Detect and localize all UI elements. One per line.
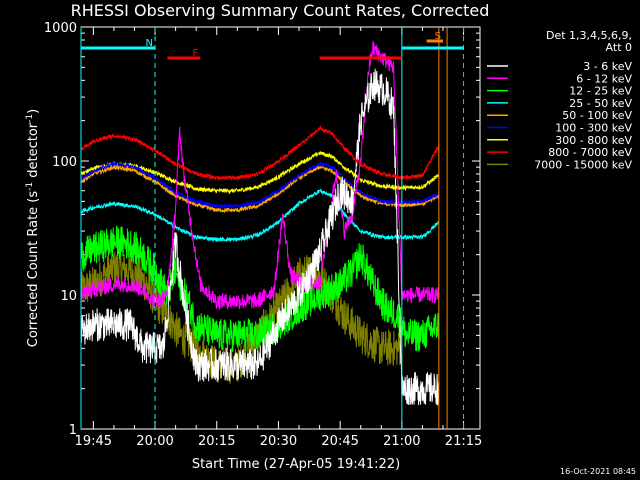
- series-line: [81, 68, 440, 406]
- x-tick-label: 19:45: [75, 434, 112, 449]
- y-tick-label: 1000: [44, 21, 77, 36]
- x-axis: 19:45 20:00 20:15 20:30 20:45 21:00 21:15: [75, 27, 482, 449]
- flag-label: N: [146, 38, 153, 49]
- x-tick-label: 21:15: [445, 434, 482, 449]
- legend-entry: 3 - 6 keV: [583, 60, 632, 73]
- legend-header-attenuator: Att 0: [606, 41, 632, 54]
- series-line: [81, 151, 440, 195]
- y-tick-label: 1: [69, 423, 77, 438]
- y-tick-label: 10: [60, 289, 77, 304]
- x-tick-label: 20:30: [260, 434, 297, 449]
- flag-label: F: [193, 48, 199, 59]
- legend-entry: 50 - 100 keV: [562, 109, 632, 122]
- legend-entry: 100 - 300 keV: [555, 122, 632, 135]
- series-line: [81, 225, 440, 352]
- series-line: [81, 159, 440, 210]
- x-axis-label: Start Time (27-Apr-05 19:41:22): [192, 457, 400, 472]
- legend-entry: 800 - 7000 keV: [548, 146, 632, 159]
- flag-label: S: [435, 31, 441, 42]
- series-layer: [81, 41, 440, 406]
- series-line: [81, 41, 440, 310]
- x-tick-label: 21:00: [383, 434, 420, 449]
- legend-entry: 300 - 800 keV: [555, 134, 632, 147]
- legend-header-detectors: Det 1,3,4,5,6,9,: [546, 29, 632, 42]
- chart-title: RHESSI Observing Summary Count Rates, Co…: [71, 1, 490, 20]
- generation-timestamp: 16-Oct-2021 08:45: [560, 467, 636, 476]
- legend-entry: 7000 - 15000 keV: [534, 158, 632, 171]
- legend-entry: 25 - 50 keV: [569, 97, 632, 110]
- x-tick-label: 20:45: [321, 434, 358, 449]
- x-tick-label: 20:15: [198, 434, 235, 449]
- series-line: [81, 124, 440, 182]
- marker-layer: N F S: [80, 27, 465, 429]
- legend-entry: 6 - 12 keV: [576, 72, 632, 85]
- x-tick-label: 20:00: [136, 434, 173, 449]
- series-line: [81, 188, 440, 243]
- legend-entry: 12 - 25 keV: [569, 85, 632, 98]
- y-axis-label: Corrected Count Rate (s-1 detector-1): [25, 109, 41, 347]
- y-tick-label: 100: [52, 155, 77, 170]
